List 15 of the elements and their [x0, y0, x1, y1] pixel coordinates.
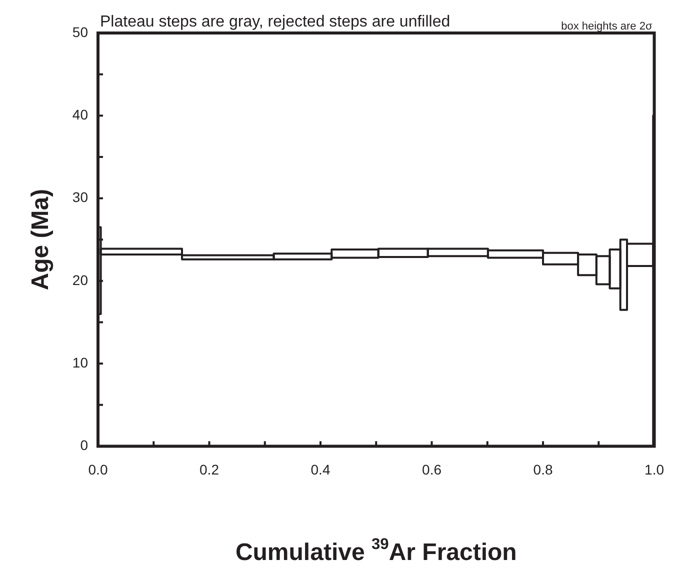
x-tick-label: 1.0 — [644, 461, 664, 478]
x-tick-label: 0.0 — [88, 461, 108, 478]
x-tick-label: 0.8 — [533, 461, 553, 478]
x-tick-label: 0.4 — [310, 461, 330, 478]
y-tick-label: 50 — [72, 24, 88, 40]
x-tick-label: 0.6 — [422, 461, 442, 478]
y-tick-label: 0 — [80, 437, 88, 454]
chart-title: Plateau steps are gray, rejected steps are unfilled — [100, 13, 450, 30]
y-tick-label: 20 — [72, 272, 88, 288]
y-axis-title: Age (Ma) — [27, 188, 54, 290]
y-tick-label: 30 — [72, 189, 88, 206]
y-tick-label: 40 — [72, 106, 88, 122]
text: box heights are 2σ — [561, 20, 652, 33]
x-tick-label: 0.2 — [200, 461, 220, 478]
y-tick-label: 10 — [72, 354, 88, 370]
